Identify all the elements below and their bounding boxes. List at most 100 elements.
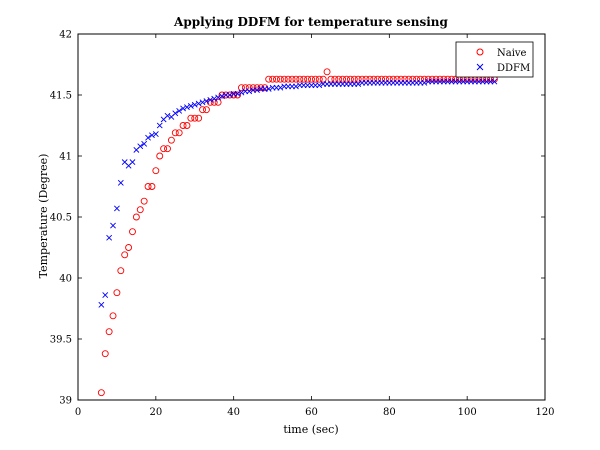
x-tick-label: 0 (75, 407, 81, 418)
data-point-ddfm (145, 134, 151, 141)
data-point-naive (175, 129, 183, 137)
data-point-naive (187, 114, 195, 122)
data-point-naive (315, 75, 323, 83)
data-point-naive (269, 75, 277, 83)
data-point-ddfm (164, 112, 171, 119)
data-point-ddfm (265, 85, 272, 92)
data-point-ddfm (187, 103, 194, 109)
data-point-naive (381, 75, 389, 83)
data-point-naive (164, 145, 171, 153)
data-point-ddfm (219, 93, 225, 100)
data-point-naive (304, 75, 312, 83)
data-point-ddfm (215, 94, 222, 101)
data-point-naive (237, 84, 245, 92)
data-point-naive (319, 75, 327, 83)
data-point-naive (343, 75, 350, 83)
data-point-ddfm (149, 132, 155, 139)
data-point-naive (144, 183, 152, 190)
data-point-ddfm (199, 99, 206, 106)
data-point-naive (393, 75, 401, 83)
data-point-naive (101, 350, 109, 358)
data-point-naive (129, 228, 136, 236)
data-point-naive (397, 75, 405, 83)
legend-label-naive: Naive (497, 48, 527, 59)
x-tick-label: 20 (149, 407, 162, 418)
data-point-naive (288, 75, 296, 83)
data-point-naive (148, 183, 156, 190)
data-point-naive (241, 84, 249, 92)
y-tick-label: 40 (59, 274, 72, 285)
data-point-naive (179, 122, 187, 129)
data-point-naive (191, 114, 199, 122)
y-tick-label: 39 (59, 396, 72, 407)
y-tick-label: 40.5 (50, 213, 72, 224)
data-point-naive (105, 328, 113, 336)
data-point-naive (273, 75, 280, 83)
data-point-naive (132, 213, 140, 221)
data-point-naive (160, 145, 168, 153)
data-point-ddfm (421, 79, 428, 86)
legend-marker-naive (476, 48, 484, 56)
data-point-naive (370, 75, 378, 83)
legend-marker-ddfm (476, 63, 484, 71)
data-point-ddfm (207, 96, 214, 103)
series-ddfm (98, 78, 498, 308)
chart-title: Applying DDFM for temperature sensing (173, 15, 448, 29)
data-point-naive (413, 75, 421, 83)
y-axis-label: Temperature (Degree) (37, 154, 50, 279)
data-point-naive (339, 75, 347, 83)
data-point-ddfm (234, 90, 241, 97)
data-point-ddfm (355, 81, 362, 87)
data-point-ddfm (117, 179, 124, 186)
data-point-naive (409, 75, 417, 83)
data-point-naive (125, 244, 133, 251)
data-point-ddfm (102, 292, 109, 298)
data-point-ddfm (176, 107, 183, 114)
x-tick-label: 60 (305, 407, 318, 418)
data-point-naive (195, 114, 203, 122)
data-point-naive (214, 98, 222, 106)
data-point-naive (152, 167, 160, 175)
data-point-naive (140, 197, 148, 205)
data-point-ddfm (211, 95, 218, 102)
data-point-naive (167, 136, 175, 144)
series-naive (97, 68, 498, 397)
data-point-naive (327, 75, 335, 83)
data-point-ddfm (203, 98, 210, 105)
data-point-naive (280, 75, 288, 83)
data-point-naive (346, 75, 354, 83)
y-tick-label: 39.5 (50, 335, 72, 346)
data-point-naive (389, 75, 397, 83)
data-point-naive (323, 68, 331, 76)
data-point-naive (245, 84, 253, 92)
x-tick-label: 80 (383, 407, 396, 418)
y-tick-label: 41.5 (50, 91, 72, 102)
data-point-ddfm (180, 105, 186, 112)
data-point-naive (113, 289, 121, 297)
x-tick-label: 120 (535, 407, 554, 418)
data-point-naive (210, 98, 218, 106)
data-point-ddfm (152, 131, 159, 137)
data-point-ddfm (238, 89, 245, 96)
data-point-naive (331, 75, 339, 83)
y-tick-label: 42 (59, 30, 72, 41)
plot-area: 0 20 40 60 80 100 120 39 39.5 40 40.5 41 41.5 42 (50, 30, 555, 419)
data-point-ddfm (106, 234, 113, 241)
data-point-naive (296, 75, 304, 83)
data-point-naive (202, 106, 210, 114)
data-point-naive (350, 75, 358, 83)
data-point-ddfm (226, 92, 233, 98)
data-point-naive (276, 75, 284, 83)
data-point-ddfm (184, 104, 190, 111)
data-point-ddfm (113, 205, 120, 212)
data-point-naive (300, 75, 308, 83)
data-point-ddfm (98, 301, 105, 308)
data-point-ddfm (293, 83, 299, 90)
data-point-naive (311, 75, 319, 83)
data-point-ddfm (246, 88, 253, 95)
data-point-ddfm (316, 82, 323, 89)
data-point-naive (121, 251, 129, 259)
data-point-naive (284, 75, 292, 83)
plot-frame (77, 33, 546, 401)
